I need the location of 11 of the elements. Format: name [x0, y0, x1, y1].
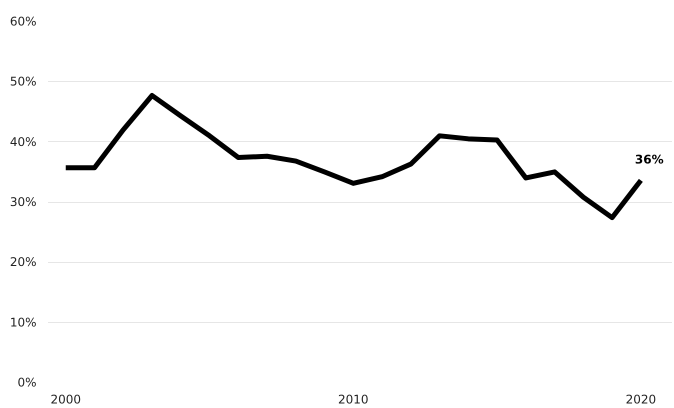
- y-tick-label: 30%: [10, 195, 36, 209]
- x-tick-label: 2000: [50, 392, 82, 406]
- annotation: 36%: [634, 152, 664, 166]
- y-tick-label: 10%: [10, 315, 36, 330]
- y-tick-label: 60%: [10, 14, 36, 28]
- x-tick-label: 2010: [338, 392, 369, 406]
- y-tick-label: 40%: [10, 134, 36, 149]
- y-tick-label: 0%: [17, 376, 37, 390]
- x-tick-label: 2020: [626, 392, 656, 406]
- y-tick-label: 20%: [10, 255, 36, 270]
- y-tick-label: 50%: [10, 74, 36, 89]
